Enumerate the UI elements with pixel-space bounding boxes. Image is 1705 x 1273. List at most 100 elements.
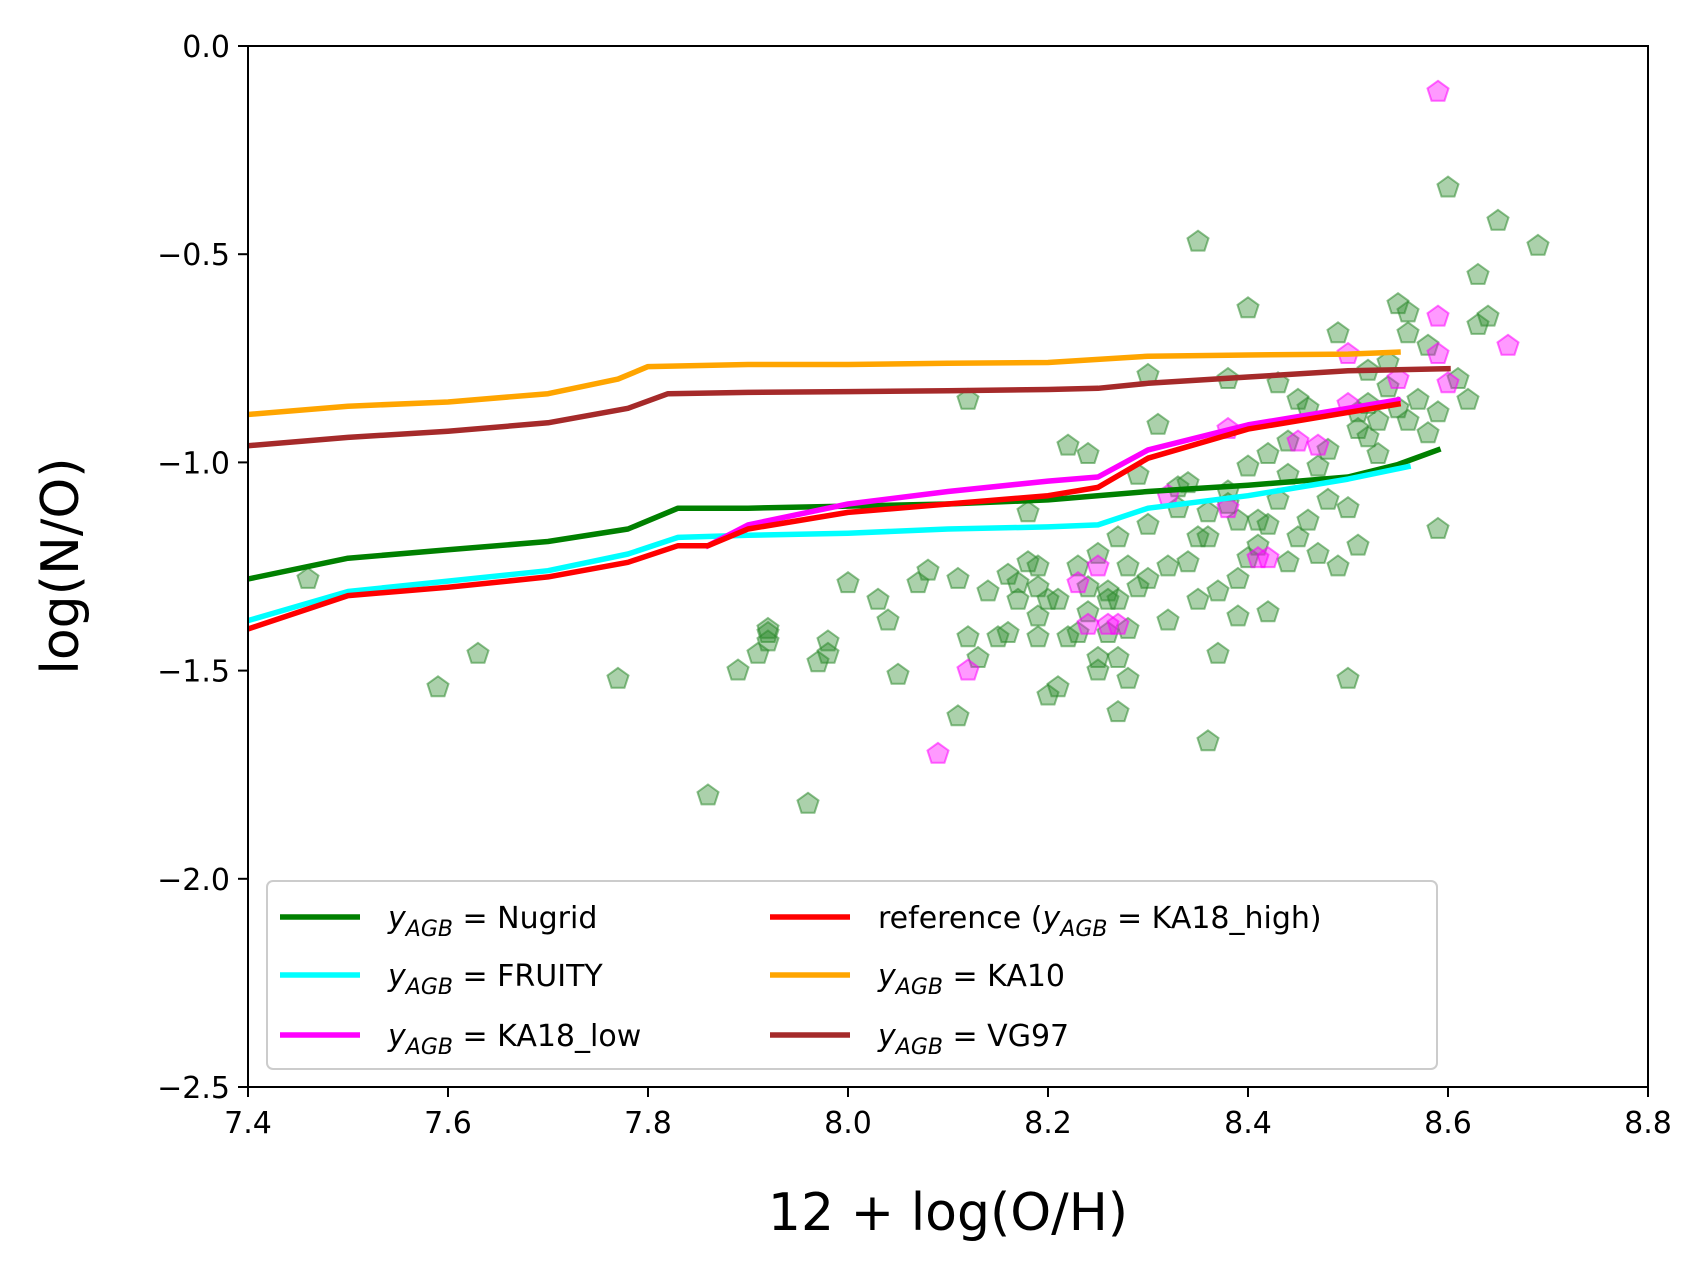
scatter-point-sample-green <box>1116 554 1140 577</box>
series-line-ka10 <box>248 349 1401 418</box>
scatter-point-sample-green <box>1086 541 1110 564</box>
y-tick-label: −2.0 <box>157 863 230 898</box>
y-axis-title: log(N/O) <box>31 457 91 674</box>
scatter-point-sample-green <box>1396 321 1420 344</box>
legend-label: yAGB = Nugrid <box>387 901 597 942</box>
scatter-point-sample-green <box>1226 566 1250 589</box>
scatter-point-sample-green <box>1186 587 1210 610</box>
scatter-point-sample-green <box>1146 412 1170 435</box>
series-line-vg97 <box>248 365 1451 449</box>
scatter-point-sample-green <box>466 641 490 664</box>
y-tick-label: −2.5 <box>157 1071 230 1106</box>
scatter-point-sample-green <box>956 387 980 410</box>
scatter-point-sample-green <box>1196 525 1220 548</box>
scatter-point-sample-green <box>1106 645 1130 668</box>
y-tick-label: −1.5 <box>157 655 230 690</box>
scatter-point-sample-magenta <box>1426 341 1450 364</box>
legend-label: yAGB = KA18_low <box>387 1019 641 1060</box>
legend-label: yAGB = FRUITY <box>387 959 603 1000</box>
legend: yAGB = Nugrid yAGB = FRUITY yAGB = KA18_lo… <box>266 880 1438 1070</box>
scatter-point-sample-magenta <box>1076 612 1100 635</box>
scatter-point-sample-green <box>1306 454 1330 477</box>
scatter-point-sample-green <box>1196 729 1220 752</box>
scatter-point-sample-magenta <box>1066 570 1090 594</box>
scatter-point-sample-green <box>1456 387 1480 410</box>
scatter-point-sample-green <box>1436 175 1460 198</box>
scatter-point-sample-green <box>956 625 980 648</box>
scatter-point-sample-green <box>816 641 840 664</box>
scatter-point-sample-green <box>1056 433 1080 456</box>
scatter-point-sample-green <box>1376 375 1400 398</box>
scatter-point-sample-green <box>1136 512 1160 535</box>
scatter-point-sample-green <box>746 641 770 664</box>
scatter-point-sample-green <box>1256 600 1280 623</box>
series-line-fruity <box>248 463 1412 624</box>
scatter-point-sample-green <box>1006 570 1030 594</box>
scatter-point-sample-magenta <box>956 658 980 681</box>
scatter-point-sample-green <box>1486 208 1510 231</box>
plot-frame <box>247 45 1649 1088</box>
scatter-point-sample-green <box>1346 533 1370 556</box>
scatter-point-sample-green <box>1026 554 1050 577</box>
scatter-point-sample-magenta <box>1496 333 1520 356</box>
scatter-point-sample-green <box>1156 608 1180 631</box>
scatter-point-sample-magenta <box>1306 433 1330 456</box>
scatter-point-sample-green <box>1106 587 1130 610</box>
scatter-point-sample-green <box>1366 408 1390 431</box>
legend-label: yAGB = KA10 <box>877 959 1065 1000</box>
scatter-point-sample-green <box>906 570 930 594</box>
legend-label: reference (yAGB = KA18_high) <box>878 901 1322 942</box>
legend-frame <box>266 880 1438 1070</box>
scatter-point-sample-green <box>1206 579 1230 602</box>
scatter-point-sample-green <box>1526 233 1550 256</box>
scatter-point-sample-green <box>296 566 320 589</box>
x-tick-label: 7.6 <box>424 1106 472 1141</box>
scatter-point-sample-green <box>1046 587 1070 610</box>
scatter-point-sample-green <box>1356 425 1380 448</box>
scatter-point-sample-green <box>1426 400 1450 423</box>
scatter-point-sample-green <box>726 658 750 681</box>
scatter-point-sample-green <box>1396 408 1420 431</box>
scatter-point-sample-green <box>886 662 910 685</box>
scatter-point-sample-green <box>1006 587 1030 610</box>
scatter-point-sample-magenta <box>1436 371 1460 394</box>
scatter-point-sample-green <box>1236 454 1260 477</box>
x-tick-label: 8.8 <box>1624 1106 1672 1141</box>
scatter-point-sample-magenta <box>1426 304 1450 327</box>
scatter-point-sample-green <box>606 666 630 689</box>
scatter-point-sample-magenta <box>1386 366 1410 389</box>
scatter-point-sample-green <box>806 650 830 673</box>
scatter-point-sample-magenta <box>1216 495 1240 519</box>
scatter-point-sample-green <box>976 579 1000 602</box>
scatter-point-sample-green <box>1326 321 1350 344</box>
scatter-point-sample-green <box>1316 487 1340 510</box>
scatter-point-sample-green <box>1276 550 1300 573</box>
scatter-point-sample-green <box>1156 554 1180 577</box>
legend-label: yAGB = VG97 <box>877 1019 1069 1060</box>
scatter-point-sample-green <box>756 616 780 639</box>
scatter-point-sample-green <box>1066 620 1090 643</box>
y-tick-label: 0.0 <box>182 30 230 65</box>
scatter-point-sample-magenta <box>1106 612 1130 635</box>
scatter-point-sample-green <box>1466 262 1490 285</box>
scatter-point-sample-green <box>1016 500 1040 523</box>
scatter-point-sample-green <box>1396 300 1420 323</box>
scatter-point-sample-magenta <box>1256 545 1280 569</box>
series-line-reference-ka18-high- <box>248 400 1402 632</box>
x-tick-label: 8.6 <box>1424 1106 1472 1141</box>
scatter-point-sample-green <box>866 587 890 610</box>
scatter-point-sample-green <box>1196 500 1220 523</box>
scatter-point-sample-green <box>1026 625 1050 648</box>
scatter-point-sample-green <box>1206 641 1230 664</box>
scatter-point-sample-green <box>1426 516 1450 539</box>
scatter-point-sample-green <box>1306 541 1330 564</box>
scatter-point-sample-green <box>816 629 840 652</box>
scatter-point-sample-magenta <box>1426 79 1450 102</box>
scatter-point-sample-green <box>1136 566 1160 589</box>
x-tick-label: 8.0 <box>824 1106 872 1141</box>
scatter-point-sample-green <box>1176 550 1200 573</box>
scatter-point-sample-green <box>916 558 940 581</box>
scatter-point-sample-green <box>1406 387 1430 410</box>
y-tick-label: −0.5 <box>157 238 230 273</box>
